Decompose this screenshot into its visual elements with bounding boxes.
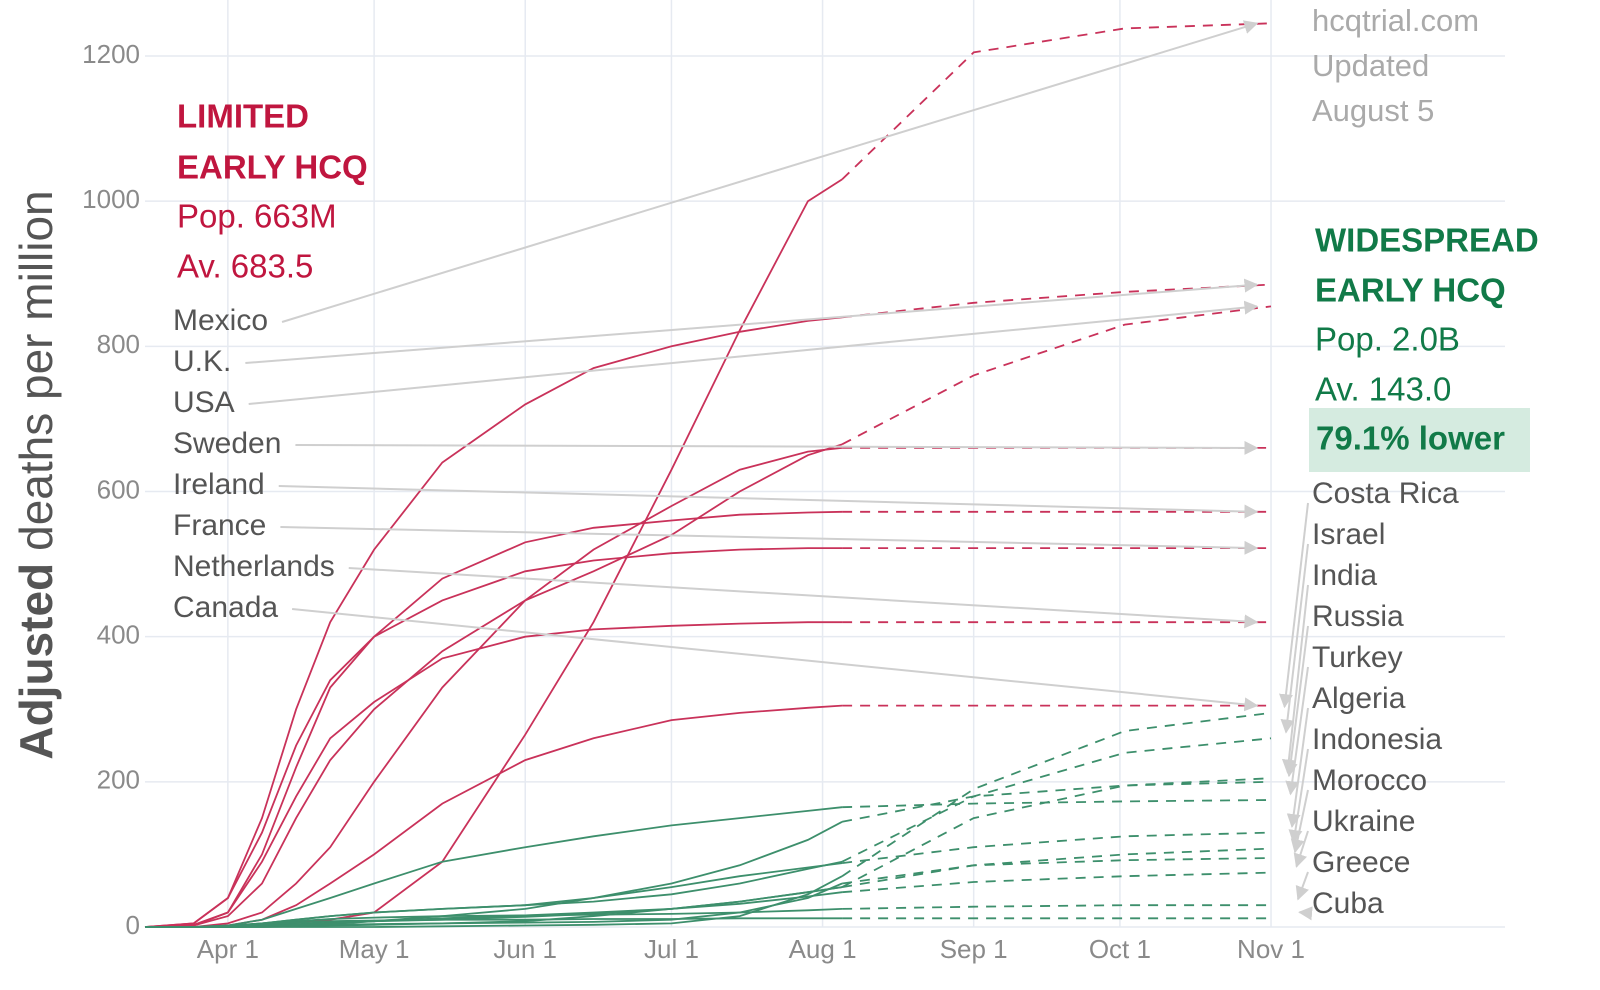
widespread-pop: Pop. 2.0B: [1315, 321, 1460, 358]
highlight-box: [1309, 408, 1530, 472]
projection-line: [842, 904, 1271, 910]
source: August 5: [1312, 93, 1434, 128]
series-label: Cuba: [1312, 887, 1384, 920]
arrow: [295, 440, 1259, 455]
projection-line: [841, 712, 1272, 877]
arrow: [348, 567, 1259, 629]
arrow: [1285, 666, 1309, 796]
series-label: Algeria: [1312, 682, 1406, 715]
projection-line: [841, 857, 1272, 885]
y-axis-label-bold: Adjusted: [10, 563, 62, 760]
series-label: Sweden: [173, 427, 281, 460]
projection-line: [842, 871, 1272, 894]
series-line: [145, 806, 843, 928]
series-label: France: [173, 509, 266, 542]
arrow: [281, 20, 1259, 323]
series-label: Canada: [173, 591, 278, 624]
series-line: [145, 917, 843, 928]
series-label: Mexico: [173, 304, 268, 337]
series-line: [145, 704, 843, 928]
y-axis-label: Adjusted deaths per million: [10, 190, 62, 759]
series-line: [145, 447, 843, 928]
arrow: [1295, 871, 1309, 901]
limited-title: EARLY HCQ: [177, 149, 368, 186]
series-label: Ukraine: [1312, 805, 1415, 838]
widespread-title: WIDESPREAD: [1315, 222, 1539, 259]
arrow: [1283, 625, 1309, 778]
y-tick-label: 1000: [82, 184, 140, 214]
y-tick-label: 1200: [82, 39, 140, 69]
limited-pop: Pop. 663M: [177, 198, 337, 235]
grid: 0 200 400 600 800 1000 1200 Apr 1 May 1 Jun 1 Jul …: [82, 0, 1505, 964]
series-line: [144, 621, 843, 928]
labels: Mexico U.K. USA Sweden Ireland France Netherla…: [173, 304, 1459, 920]
x-tick-label: Sep 1: [940, 934, 1008, 964]
y-tick-label: 400: [97, 620, 140, 650]
limited-title: LIMITED: [177, 98, 309, 135]
projection-line: [842, 799, 1272, 809]
arrow: [1290, 789, 1309, 854]
arrow: [280, 526, 1259, 555]
source: Updated: [1312, 48, 1429, 83]
series-label: Costa Rica: [1312, 477, 1459, 510]
series-label: Russia: [1312, 600, 1404, 633]
series-label: Netherlands: [173, 550, 335, 583]
series-label: U.K.: [173, 345, 231, 378]
arrow: [248, 300, 1259, 405]
projection-line: [841, 737, 1272, 863]
series-line: [144, 316, 843, 928]
x-tick-label: Jul 1: [644, 934, 699, 964]
projection-line: [841, 305, 1272, 446]
projection-line: [841, 780, 1272, 823]
series-label: Morocco: [1312, 764, 1427, 797]
x-tick-label: Oct 1: [1089, 934, 1151, 964]
x-tick-label: Apr 1: [197, 934, 259, 964]
arrow: [1281, 584, 1309, 774]
x-tick-label: Nov 1: [1237, 934, 1305, 964]
widespread-title: EARLY HCQ: [1315, 272, 1506, 309]
arrow: [278, 485, 1259, 519]
series-label: Israel: [1312, 518, 1385, 551]
y-axis-label-rest: deaths per million: [10, 190, 62, 551]
series-label: Turkey: [1312, 641, 1403, 674]
y-tick-label: 0: [126, 910, 140, 940]
series-label: USA: [173, 386, 235, 419]
arrows: [245, 20, 1313, 921]
arrow: [1279, 502, 1309, 709]
x-tick-label: May 1: [339, 934, 410, 964]
arrow: [1286, 707, 1309, 829]
x-tick-label: Jun 1: [493, 934, 557, 964]
series-label: Indonesia: [1312, 723, 1442, 756]
projection-line: [841, 22, 1272, 181]
arrow: [291, 608, 1259, 712]
arrow: [1298, 906, 1313, 921]
limited-avg: Av. 683.5: [177, 248, 313, 285]
series-label: Ireland: [173, 468, 265, 501]
series-line: [144, 547, 843, 928]
x-tick-label: Aug 1: [789, 934, 857, 964]
arrow: [245, 278, 1259, 364]
y-tick-label: 200: [97, 765, 140, 795]
arrow: [1280, 543, 1309, 734]
arrow: [1288, 748, 1309, 844]
y-tick-label: 600: [97, 474, 140, 504]
arrow: [1293, 830, 1309, 868]
series-label: India: [1312, 559, 1377, 592]
source: hcqtrial.com: [1312, 3, 1479, 38]
y-tick-label: 800: [97, 329, 140, 359]
series-label: Greece: [1312, 846, 1410, 879]
widespread-avg: Av. 143.0: [1315, 371, 1451, 408]
widespread-diff: 79.1% lower: [1316, 420, 1505, 457]
